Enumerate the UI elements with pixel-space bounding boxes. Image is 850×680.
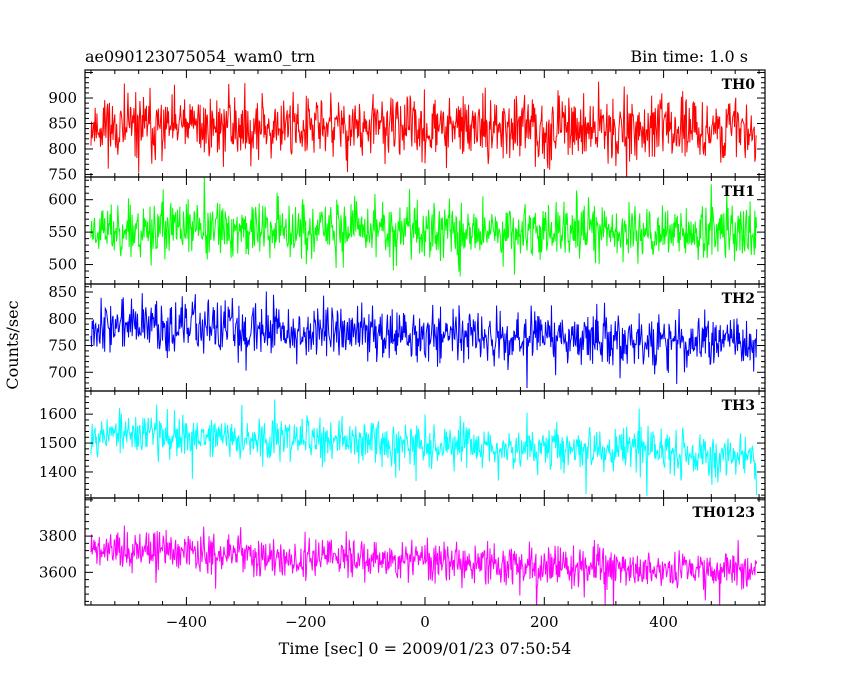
y-tick-label: 900 <box>48 89 77 107</box>
panel-label: TH2 <box>722 291 755 307</box>
bin-time-label: Bin time: 1.0 s <box>630 47 748 66</box>
y-tick-label: 550 <box>48 223 77 241</box>
series-th1 <box>90 177 758 277</box>
series-th2 <box>90 291 758 389</box>
x-tick-label: 400 <box>649 613 678 631</box>
panel-label: TH0123 <box>692 505 755 521</box>
y-tick-label: 850 <box>48 115 77 133</box>
y-tick-label: 700 <box>48 363 77 381</box>
panel-th1: 500 550 600 TH1 <box>48 176 766 285</box>
panel-label: TH1 <box>722 184 755 200</box>
x-tick-label: 0 <box>420 613 430 631</box>
y-tick-label: 500 <box>48 256 77 274</box>
panel-th0: 750 800 850 900 TH0 <box>48 69 766 183</box>
y-tick-label: 1500 <box>39 434 77 452</box>
y-tick-label: 1400 <box>39 463 77 481</box>
panel-th0123: 3600 3800 TH0123 <box>39 497 766 606</box>
x-axis: −400 −200 0 200 400 <box>166 613 678 631</box>
y-axis-title: Counts/sec <box>3 300 22 389</box>
x-axis-title: Time [sec] 0 = 2009/01/23 07:50:54 <box>279 639 572 658</box>
x-tick-label: −200 <box>285 613 326 631</box>
panel-th2: 700 750 800 850 TH2 <box>48 283 766 392</box>
y-tick-label: 1600 <box>39 405 77 423</box>
y-tick-label: 3600 <box>39 563 77 581</box>
y-tick-label: 800 <box>48 310 77 328</box>
y-tick-label: 3800 <box>39 527 77 545</box>
series-th0123 <box>90 525 758 605</box>
panel-th3: 1400 1500 1600 TH3 <box>39 390 766 499</box>
chart-title: ae090123075054_wam0_trn <box>85 47 315 66</box>
y-tick-label: 750 <box>48 165 77 183</box>
y-tick-label: 800 <box>48 140 77 158</box>
x-tick-label: −400 <box>166 613 207 631</box>
y-tick-label: 750 <box>48 337 77 355</box>
y-tick-label: 850 <box>48 283 77 301</box>
panel-label: TH3 <box>722 398 755 414</box>
panel-label: TH0 <box>722 77 756 93</box>
series-th3 <box>90 399 758 497</box>
y-tick-label: 600 <box>48 191 77 209</box>
panels: 750 800 850 900 TH0 500 550 600 TH1 700 750 800 850 T… <box>39 69 766 606</box>
series-th0 <box>90 81 757 177</box>
x-tick-label: 200 <box>530 613 559 631</box>
